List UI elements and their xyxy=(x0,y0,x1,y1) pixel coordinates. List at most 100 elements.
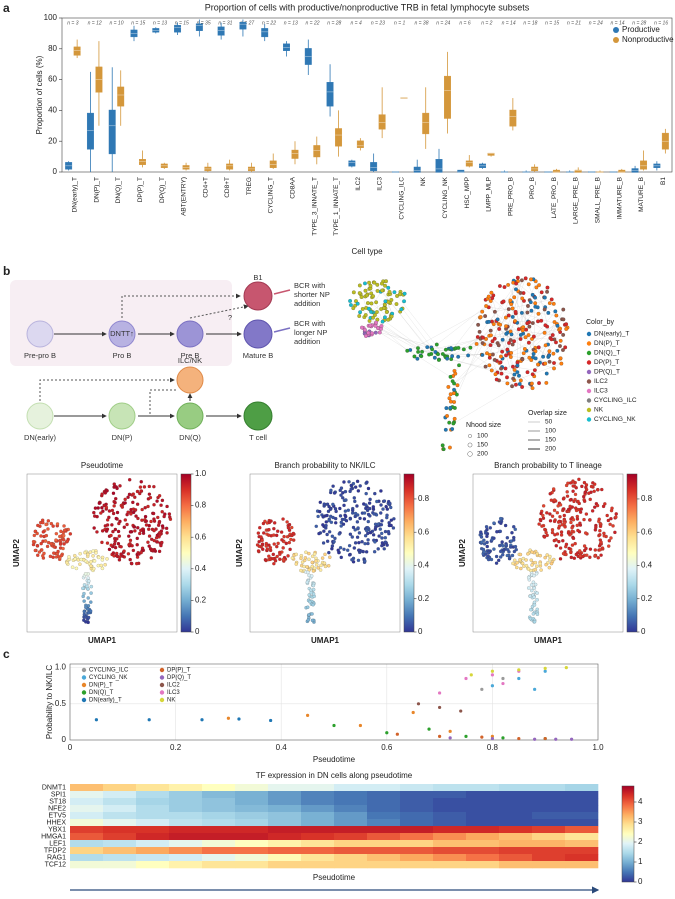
heatmap-cell xyxy=(136,861,170,869)
umap-point xyxy=(572,499,576,504)
heatmap-cell xyxy=(466,854,500,862)
umap-point xyxy=(554,538,558,542)
umap-point xyxy=(323,564,328,569)
network-node xyxy=(447,396,452,401)
colorbar-tick-label: 0 xyxy=(641,627,646,636)
umap-point xyxy=(123,501,127,505)
panel-label: c xyxy=(3,647,10,661)
scatter-point xyxy=(200,718,204,722)
legend-label: DN(Q)_T xyxy=(594,350,620,357)
umap-point xyxy=(510,553,515,558)
network-node xyxy=(504,324,508,329)
network-node xyxy=(447,420,452,425)
umap-point xyxy=(149,556,153,560)
umap-point xyxy=(144,523,149,527)
network-node xyxy=(543,343,548,348)
umap-point xyxy=(386,529,391,534)
umap-point xyxy=(362,511,367,515)
network-node xyxy=(509,351,514,355)
heatmap-cell xyxy=(202,847,236,855)
network-node xyxy=(495,317,500,322)
network-node xyxy=(371,315,375,320)
umap-point xyxy=(318,509,322,514)
network-node xyxy=(448,392,453,397)
umap-point xyxy=(275,544,279,549)
umap-point xyxy=(305,565,309,569)
umap-point xyxy=(498,516,503,521)
network-node xyxy=(452,416,457,421)
n-label: n = 28 xyxy=(327,20,341,26)
umap-point xyxy=(118,519,122,524)
umap-point xyxy=(46,527,50,531)
umap-point xyxy=(341,496,345,500)
umap-point xyxy=(123,497,127,502)
colorbar-tick-label: 3 xyxy=(638,817,643,826)
size-legend-label: 200 xyxy=(477,451,488,458)
umap-point xyxy=(130,561,134,566)
umap-point xyxy=(315,562,319,567)
umap-point xyxy=(265,547,270,551)
umap-point xyxy=(350,558,354,562)
bcr-icon xyxy=(273,289,291,295)
umap-point xyxy=(518,558,522,562)
network-node xyxy=(394,302,399,306)
heatmap-cell xyxy=(268,854,302,862)
umap-point xyxy=(86,596,90,600)
umap-point xyxy=(155,540,159,544)
box xyxy=(261,28,269,38)
network-node xyxy=(515,363,520,368)
umap-point xyxy=(611,524,615,528)
box xyxy=(139,159,146,165)
colorbar xyxy=(403,473,415,633)
y-tick-label: 80 xyxy=(48,44,57,53)
box xyxy=(422,112,430,135)
umap-point xyxy=(139,489,143,493)
chart-title: TF expression in DN cells along pseudoti… xyxy=(256,771,413,780)
size-legend-label: 50 xyxy=(545,419,553,426)
umap-point xyxy=(609,517,613,521)
umap-point xyxy=(307,613,311,617)
umap-point xyxy=(530,563,534,567)
heatmap-cell xyxy=(466,847,500,855)
umap-point xyxy=(58,534,62,539)
network-node xyxy=(517,373,521,378)
heatmap-cell xyxy=(565,847,599,855)
network-node xyxy=(481,335,485,340)
umap-point xyxy=(267,520,272,525)
network-node xyxy=(523,276,528,281)
umap-point xyxy=(512,549,517,554)
network-node xyxy=(516,327,521,332)
n-label: n = 1 xyxy=(394,20,405,26)
umap-point xyxy=(105,541,110,545)
network-node xyxy=(503,366,508,371)
umap-point xyxy=(128,557,132,562)
network-node xyxy=(558,356,563,361)
umap-point xyxy=(147,492,152,496)
network-node xyxy=(526,282,531,287)
heatmap-cell xyxy=(169,826,203,834)
network-node xyxy=(510,342,515,347)
x-tick-label: LARGE_PRE_B xyxy=(573,177,580,224)
umap-point xyxy=(550,528,555,532)
umap-point xyxy=(321,541,326,545)
plot-frame xyxy=(61,17,673,173)
heatmap-cell xyxy=(334,854,368,862)
umap-point xyxy=(355,520,360,524)
umap-point xyxy=(358,484,362,488)
box xyxy=(326,82,334,107)
network-node xyxy=(377,330,382,335)
umap-point xyxy=(580,484,584,489)
heatmap-cell xyxy=(367,840,401,848)
umap-point xyxy=(384,504,388,509)
heatmap-cell xyxy=(400,847,434,855)
umap-point xyxy=(528,548,532,552)
n-label: n = 14 xyxy=(611,20,625,26)
scatter-point xyxy=(469,673,473,677)
network-node xyxy=(380,288,385,293)
umap-point xyxy=(81,586,85,591)
network-node xyxy=(554,313,559,318)
legend-label: Productive xyxy=(622,25,660,34)
umap-point xyxy=(155,499,159,503)
heatmap-cell xyxy=(532,798,566,806)
umap-point xyxy=(352,496,356,500)
